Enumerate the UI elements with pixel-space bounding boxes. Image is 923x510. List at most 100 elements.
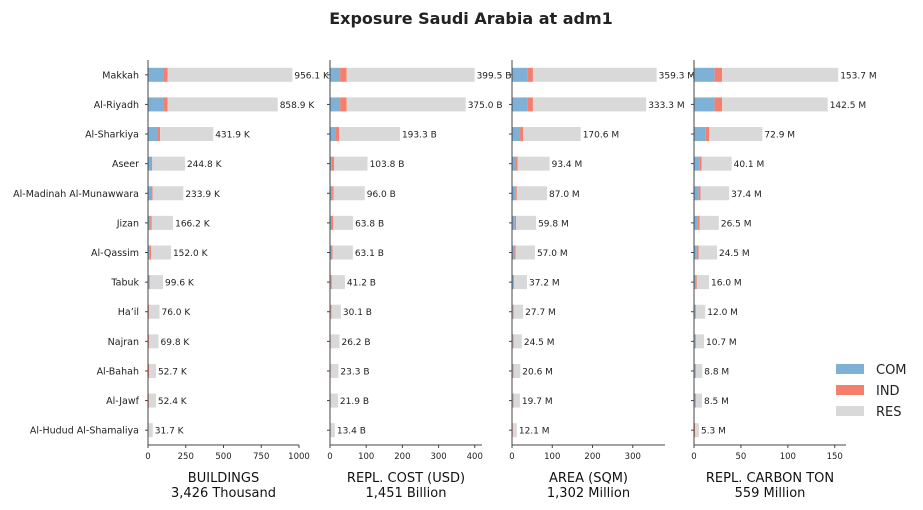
total-label: 21.9 B [340,397,369,407]
bar-res [516,215,537,230]
bar-ind [332,186,334,201]
total-label: 63.1 B [355,249,384,259]
bar-res [513,363,521,378]
total-label: 13.4 B [337,427,366,437]
panel-1: 956.1 K 858.9 K 431.9 K 244.8 K 233.9 K 166.2… [145,60,330,501]
bar-res [151,245,171,260]
bar-res [346,97,466,112]
panel-3: 359.3 M 333.3 M 170.6 M 93.4 M 87.0 M 59.8 M 5… [509,60,695,501]
total-label: 193.3 B [402,131,437,141]
x-tick-label: 100 [358,452,374,462]
bar-com [694,97,715,112]
bar-ind [512,304,514,319]
bar-com [512,156,517,171]
bar-res [516,186,548,201]
bar-res [152,186,184,201]
total-label: 10.7 M [706,338,737,348]
total-label: 142.5 M [830,101,866,111]
bar-com [148,97,164,112]
bar-ind [512,363,514,378]
bar-com [330,127,336,142]
total-label: 93.4 M [552,160,583,170]
bar-res [339,127,400,142]
category-label: Tabuk [110,278,139,289]
bar-com [148,67,164,82]
total-label: 375.0 B [468,101,503,111]
bar-com [148,127,158,142]
category-label: Al-Madinah Al-Munawwara [13,189,139,200]
total-label: 27.7 M [525,308,556,318]
bar-com [148,215,151,230]
bar-res [152,156,185,171]
bar-res [346,67,475,82]
total-label: 431.9 K [215,131,251,141]
bar-ind [514,245,516,260]
bar-com [330,156,332,171]
x-tick-label: 200 [584,452,600,462]
bar-res [149,275,164,290]
x-tick-label: 400 [467,452,483,462]
bar-res [695,393,702,408]
legend-label: IND [876,384,900,399]
total-label: 99.6 K [165,279,195,289]
x-tick-label: 300 [430,452,446,462]
total-label: 69.8 K [161,338,191,348]
total-label: 20.6 M [522,367,553,377]
bar-res [332,245,353,260]
bar-ind [527,97,533,112]
bar-com [330,245,332,260]
total-label: 24.5 M [524,338,555,348]
bar-com [512,186,516,201]
total-label: 359.3 M [659,71,695,81]
total-label: 23.3 B [340,367,369,377]
bar-res [333,186,365,201]
category-label: Al-Riyadh [94,100,139,111]
bar-res [695,304,706,319]
total-label: 166.2 K [175,219,211,229]
bar-ind [151,186,153,201]
bar-ind [527,67,533,82]
x-tick-label: 500 [215,452,231,462]
total-label: 52.4 K [158,397,188,407]
panel-2: 399.5 B 375.0 B 193.3 B 103.8 B 96.0 B 63.8 B… [327,60,511,501]
total-label: 87.0 M [549,190,580,200]
bar-res [513,393,520,408]
total-label: 858.9 K [280,101,316,111]
total-label: 52.7 K [158,367,188,377]
total-label: 76.0 K [161,308,191,318]
total-label: 8.8 M [704,367,729,377]
bar-ind [330,304,332,319]
bar-ind [151,156,153,171]
bar-res [330,393,338,408]
x-tick-label: 50 [735,452,746,462]
bar-com [148,245,150,260]
total-label: 16.0 M [711,279,742,289]
x-axis-subtitle: 559 Million [735,486,806,501]
bar-res [515,245,535,260]
total-label: 153.7 M [840,71,876,81]
bar-res [330,423,335,438]
chart-panels: 956.1 K 858.9 K 431.9 K 244.8 K 233.9 K 166.2… [145,60,877,501]
x-tick-label: 300 [625,452,641,462]
bar-res [149,334,159,349]
bar-res [330,334,340,349]
bar-res [149,304,160,319]
bar-ind [705,127,710,142]
bar-com [694,245,697,260]
bar-res [532,97,647,112]
bar-ind [513,275,515,290]
bar-com [694,215,698,230]
total-label: 12.1 M [519,427,550,437]
total-label: 26.5 M [721,219,752,229]
category-label: Al-Qassim [91,248,139,259]
bar-ind [340,97,347,112]
bar-res [149,363,156,378]
bar-res [160,127,214,142]
bar-ind [696,245,699,260]
bar-res [700,186,730,201]
legend-swatch-res [836,406,864,416]
total-label: 31.7 K [155,427,185,437]
x-axis-subtitle: 3,426 Thousand [171,486,276,501]
bar-ind [512,334,514,349]
